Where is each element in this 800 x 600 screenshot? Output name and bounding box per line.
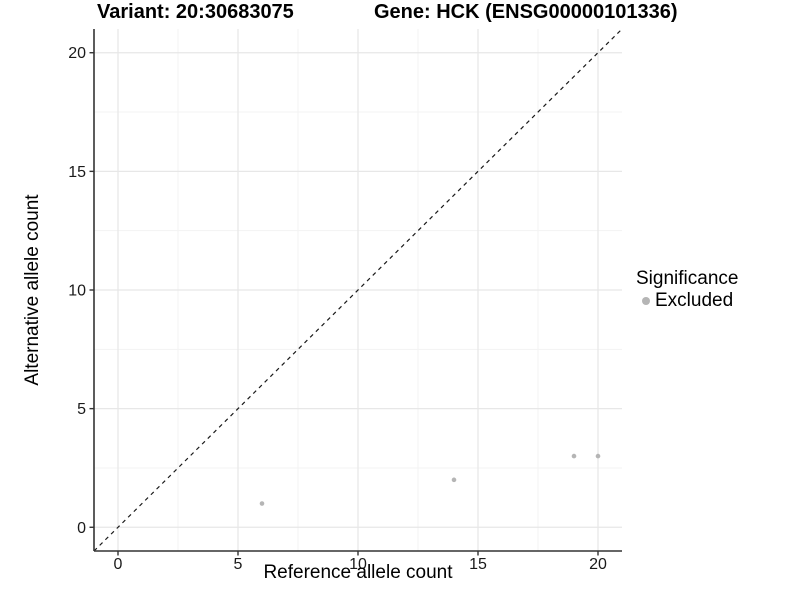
y-tick-label: 5 xyxy=(77,401,86,418)
data-point xyxy=(259,501,265,506)
legend: Significance Excluded xyxy=(636,269,738,310)
x-tick-label: 15 xyxy=(469,556,487,573)
y-axis-title: Alternative allele count xyxy=(22,194,43,386)
y-tick-label: 20 xyxy=(68,45,86,62)
variant-title: Variant: 20:30683075 xyxy=(97,1,294,23)
legend-title: Significance xyxy=(636,268,739,289)
excluded-point-icon xyxy=(642,296,650,305)
x-tick-label: 5 xyxy=(234,556,243,573)
y-tick-label: 10 xyxy=(68,283,86,300)
y-tick-label: 15 xyxy=(68,164,86,181)
x-tick-label: 10 xyxy=(349,556,367,573)
legend-item-label: Excluded xyxy=(655,290,734,311)
data-point xyxy=(571,453,577,459)
x-tick-label: 20 xyxy=(589,556,607,573)
x-axis-title: Reference allele count xyxy=(263,562,453,583)
x-tick-label: 0 xyxy=(114,556,123,573)
data-point xyxy=(595,453,601,459)
legend-item-excluded: Excluded xyxy=(642,291,738,310)
gene-title: Gene: HCK (ENSG00000101336) xyxy=(374,1,678,23)
data-point xyxy=(451,477,457,483)
identity-line xyxy=(93,28,623,552)
y-tick-label: 0 xyxy=(77,520,86,537)
